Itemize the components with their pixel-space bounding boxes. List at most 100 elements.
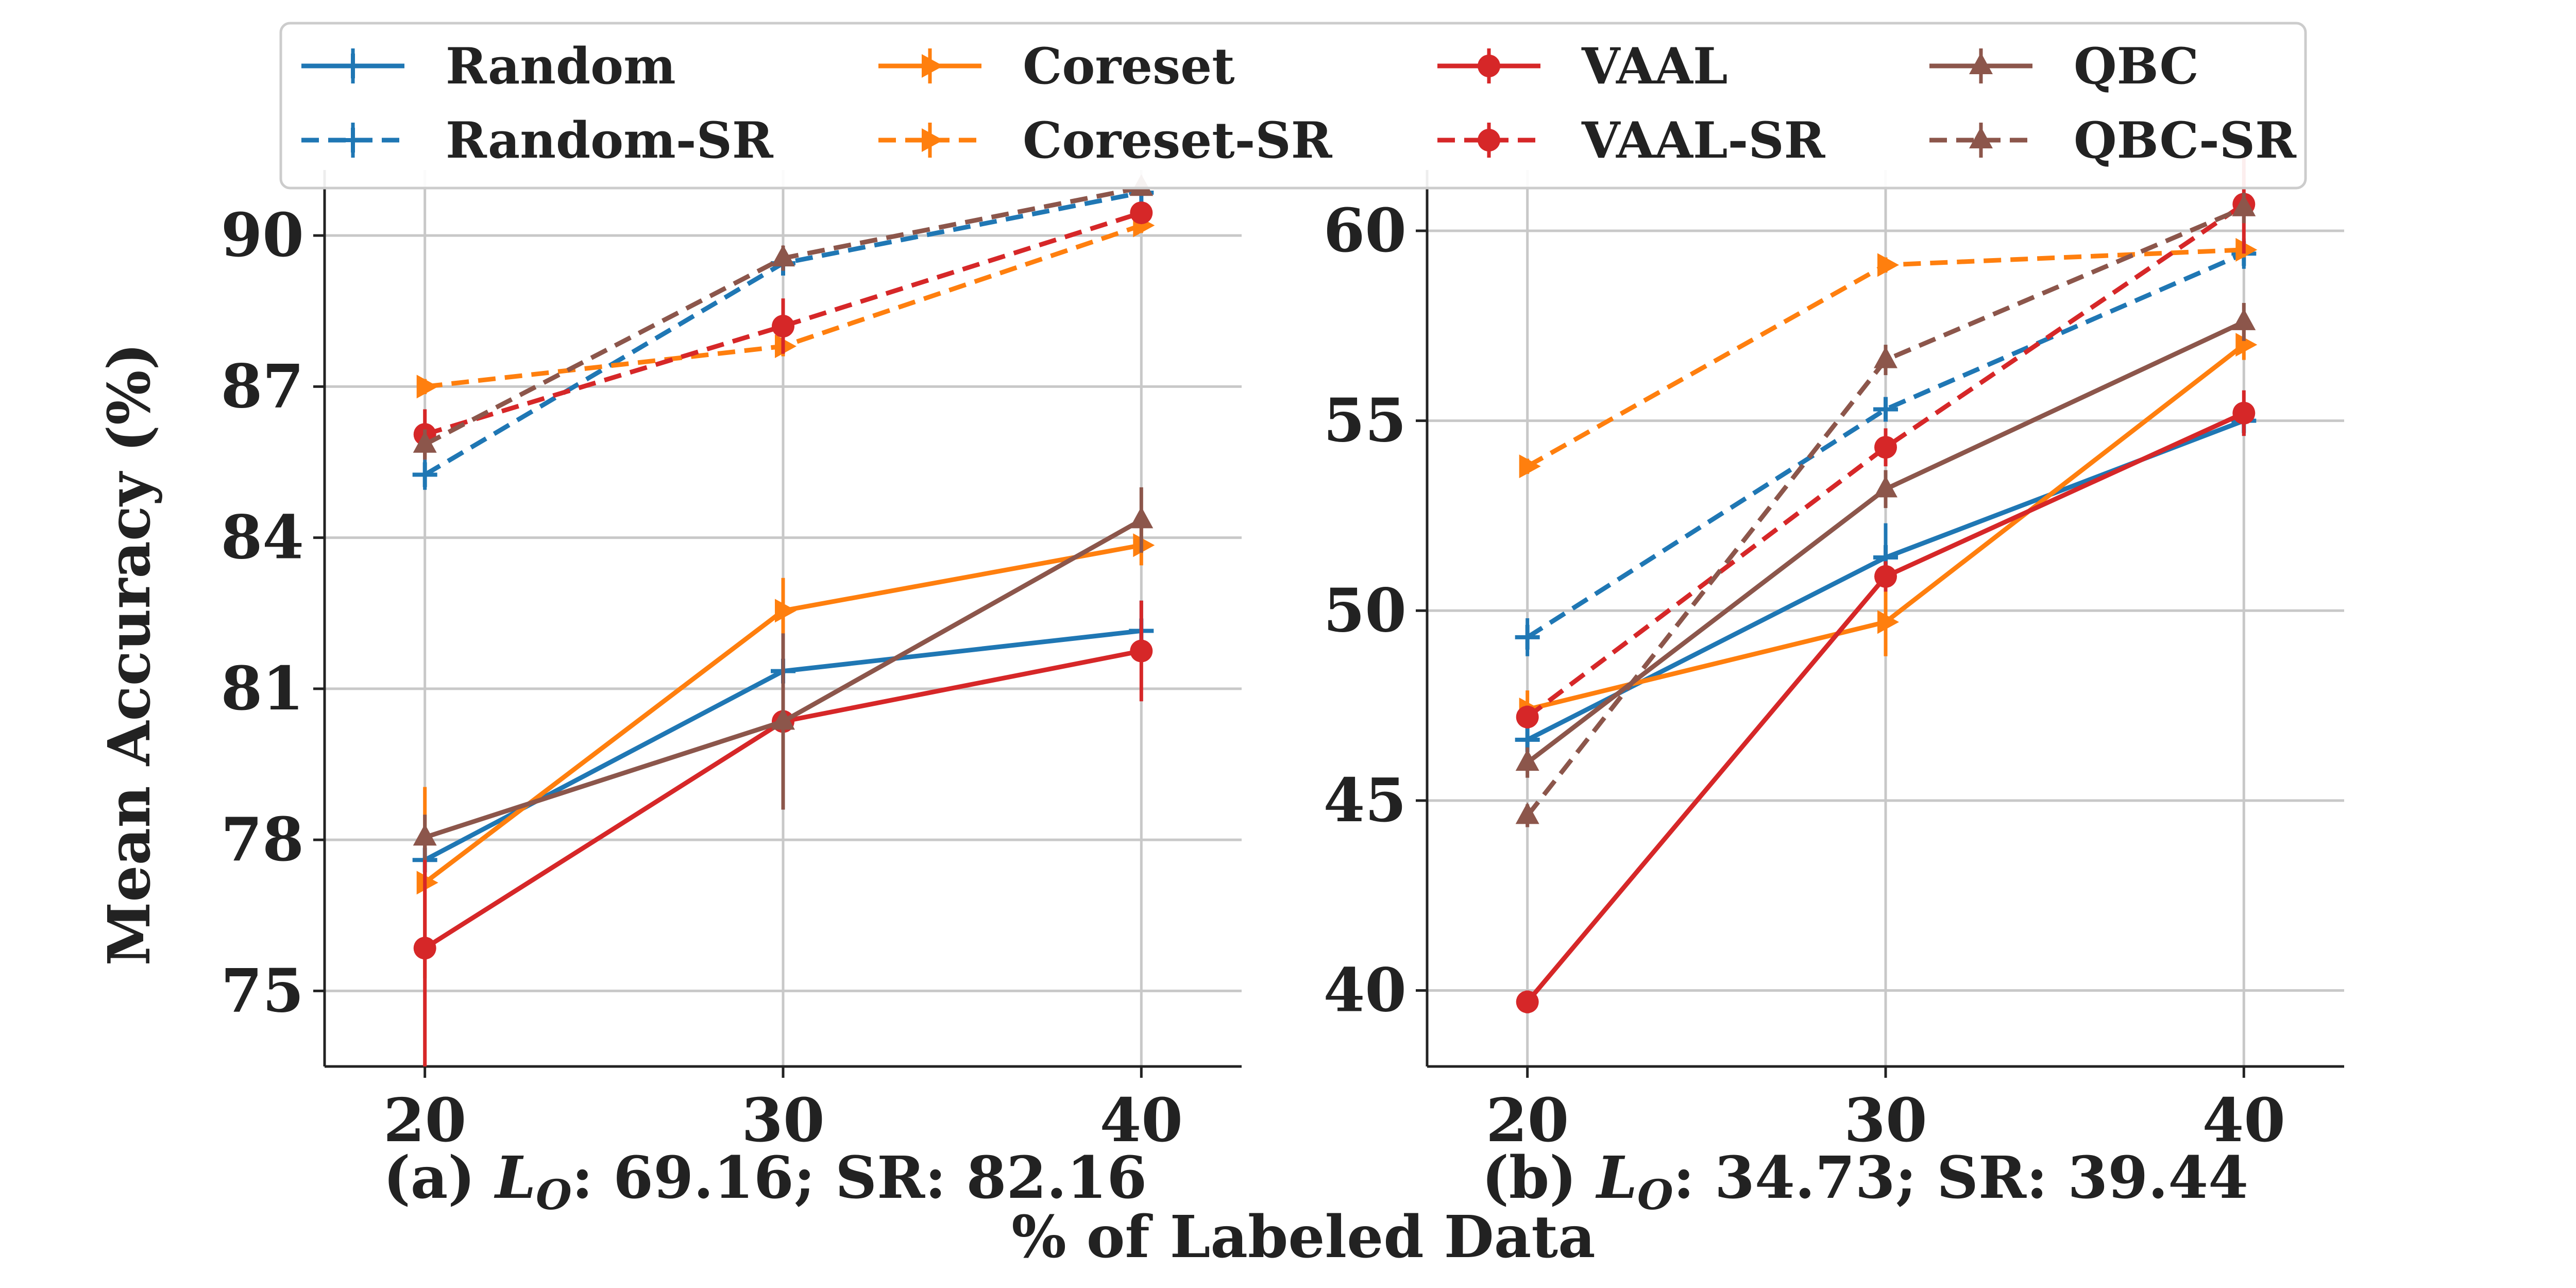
legend-entry-vaal: VAAL (1437, 37, 1728, 95)
panel-a-series-qbc-sr (413, 174, 1154, 460)
panel-a-ytick-label-75: 75 (221, 956, 304, 1026)
panel-b-ytick-label-55: 55 (1324, 386, 1406, 456)
panel-b: 40 45 50 55 60 20 30 40 (1324, 155, 2344, 1156)
legend-entry-coreset-label: Coreset (1023, 37, 1235, 95)
legend-entry-random-marker (341, 54, 365, 78)
panel-b-caption-math: L (1595, 1144, 1637, 1212)
panel-a-series-vaal-point-20 (413, 937, 436, 960)
legend-entry-qbc: QBC (1929, 37, 2199, 95)
panel-b-xtick-label-20: 20 (1486, 1086, 1569, 1156)
panel-a-series-coreset-sr-point-20 (416, 375, 438, 399)
panel-b-plot-area (1515, 155, 2258, 1013)
panel-a-ytick-label-87: 87 (221, 351, 304, 421)
panel-b-series-coreset-sr-point-20 (1519, 454, 1541, 479)
legend-entry-random: Random (301, 37, 676, 95)
legend: Random Random-SR Coreset Coreset-SR VAAL VAAL… (279, 22, 2307, 190)
x-axis-label: % of Labeled Data (1011, 1204, 1595, 1271)
panel-b-xtick-label-40: 40 (2202, 1086, 2285, 1156)
panel-b-series-vaal-sr-point-20 (1516, 705, 1539, 728)
panel-b-xtick-label-30: 30 (1844, 1086, 1927, 1156)
legend-entry-vaal-label: VAAL (1581, 37, 1728, 95)
legend-entry-random-sr-marker (341, 128, 365, 152)
legend-entry-qbc-sr: QBC-SR (1929, 111, 2297, 170)
panel-b-series-qbc-sr-point-40 (2232, 194, 2256, 216)
panel-b-ytick-label-45: 45 (1324, 766, 1406, 836)
panel-b-series-coreset-sr (1519, 238, 2258, 479)
panel-b-caption-prefix: (b) (1482, 1144, 1597, 1212)
y-axis-label: Mean Accuracy (%) (96, 343, 163, 965)
panel-a-series-qbc (413, 487, 1154, 860)
panel-b-caption-sub: O (1637, 1171, 1673, 1219)
legend-entry-qbc-marker (1969, 53, 1993, 74)
legend-entry-coreset-sr: Coreset-SR (878, 111, 1333, 170)
panel-b-series-qbc-sr-point-30 (1874, 346, 1897, 368)
panel-a-xtick-label-40: 40 (1100, 1086, 1183, 1156)
legend-entry-qbc-sr-marker (1969, 127, 1993, 148)
legend-entry-coreset-marker (922, 54, 943, 78)
legend-entry-random-label: Random (446, 37, 676, 95)
legend-entry-random-sr-label: Random-SR (446, 111, 774, 170)
panel-b-caption: (b) LO: 34.73; SR: 39.44 (1482, 1144, 2248, 1219)
panel-a-xtick-label-30: 30 (741, 1086, 824, 1156)
legend-entry-vaal-sr: VAAL-SR (1437, 111, 1826, 170)
panel-b-series-random-sr-point-20 (1515, 624, 1540, 650)
panel-b-ytick-label-60: 60 (1324, 196, 1406, 266)
legend-entry-qbc-sr-label: QBC-SR (2074, 111, 2297, 170)
panel-a-caption-prefix: (a) (383, 1144, 496, 1212)
panel-a-series-vaal-sr-line (424, 210, 1142, 437)
panel-b-caption-suffix: : 34.73; SR: 39.44 (1673, 1144, 2248, 1212)
panel-b-series-random-sr-point-30 (1873, 397, 1898, 422)
legend-entry-random-sr: Random-SR (301, 111, 774, 170)
panel-a-ytick-label-81: 81 (221, 654, 304, 724)
panel-b-series-vaal-point-20 (1516, 990, 1539, 1013)
panel-b-series-vaal-sr-line (1526, 202, 2245, 719)
panel-a-caption-suffix: : 69.16; SR: 82.16 (572, 1144, 1147, 1212)
legend-entry-vaal-marker (1478, 55, 1500, 77)
legend-entry-coreset-sr-marker (922, 128, 943, 152)
panel-b-series-coreset-sr-point-30 (1877, 253, 1899, 277)
panel-b-series-vaal-point-30 (1874, 565, 1897, 588)
panel-b-series-coreset-sr-point-40 (2235, 238, 2258, 262)
panel-b-series-coreset (1519, 329, 2258, 728)
legend-entry-qbc-label: QBC (2074, 37, 2199, 95)
panel-a-series-qbc-point-40 (1129, 506, 1154, 529)
legend-entry-vaal-sr-label: VAAL-SR (1581, 111, 1826, 170)
panel-a-plot-area (412, 174, 1155, 1066)
panel-a-series-coreset-point-40 (1133, 533, 1155, 557)
panel-a-series-coreset-sr-point-30 (775, 334, 796, 359)
panel-b-series-qbc-sr (1515, 193, 2256, 827)
panel-b-series-qbc-sr-point-20 (1515, 802, 1539, 824)
panel-a-caption-sub: O (536, 1171, 572, 1219)
panel-b-series-qbc-point-30 (1874, 476, 1897, 498)
panel-b-series-coreset-point-30 (1877, 610, 1899, 634)
panel-a-ytick-label-84: 84 (221, 503, 304, 573)
panel-b-series-coreset-point-40 (2235, 333, 2258, 357)
panel-a-series-qbc-sr-point-30 (771, 245, 795, 267)
panel-b-ytick-label-40: 40 (1324, 956, 1406, 1026)
panel-a: 75 78 81 84 87 90 20 30 40 (221, 170, 1242, 1156)
panel-b-series-qbc-point-40 (2232, 308, 2256, 330)
panel-a-ytick-label-90: 90 (221, 200, 304, 270)
panel-a-series-qbc-point-20 (413, 824, 437, 846)
panel-b-series-vaal-sr-point-30 (1874, 436, 1897, 459)
panel-a-series-coreset (416, 525, 1155, 978)
panel-a-series-qbc-sr-point-20 (413, 431, 437, 453)
panel-a-series-coreset-point-30 (775, 599, 796, 623)
panel-a-ytick-label-78: 78 (221, 805, 304, 875)
legend-entry-vaal-sr-marker (1478, 129, 1500, 151)
panel-b-series-vaal-point-40 (2232, 401, 2256, 425)
panel-b-series-qbc (1515, 303, 2256, 778)
panel-a-xtick-label-20: 20 (383, 1086, 466, 1156)
legend-entry-coreset-sr-label: Coreset-SR (1023, 111, 1333, 170)
panel-a-series-vaal-point-40 (1130, 639, 1153, 663)
panel-b-ytick-label-50: 50 (1324, 575, 1406, 646)
panel-a-caption: (a) LO: 69.16; SR: 82.16 (383, 1144, 1147, 1219)
legend-frame (279, 22, 2307, 190)
panel-b-series-random-sr-line (1526, 251, 2245, 639)
panel-b-series-qbc-point-20 (1515, 749, 1539, 771)
panel-a-series-vaal-sr-point-40 (1130, 201, 1153, 225)
panel-a-series-random-sr-point-20 (412, 462, 437, 487)
panel-a-series-coreset-point-20 (416, 871, 438, 895)
panel-a-caption-math: L (494, 1144, 536, 1212)
